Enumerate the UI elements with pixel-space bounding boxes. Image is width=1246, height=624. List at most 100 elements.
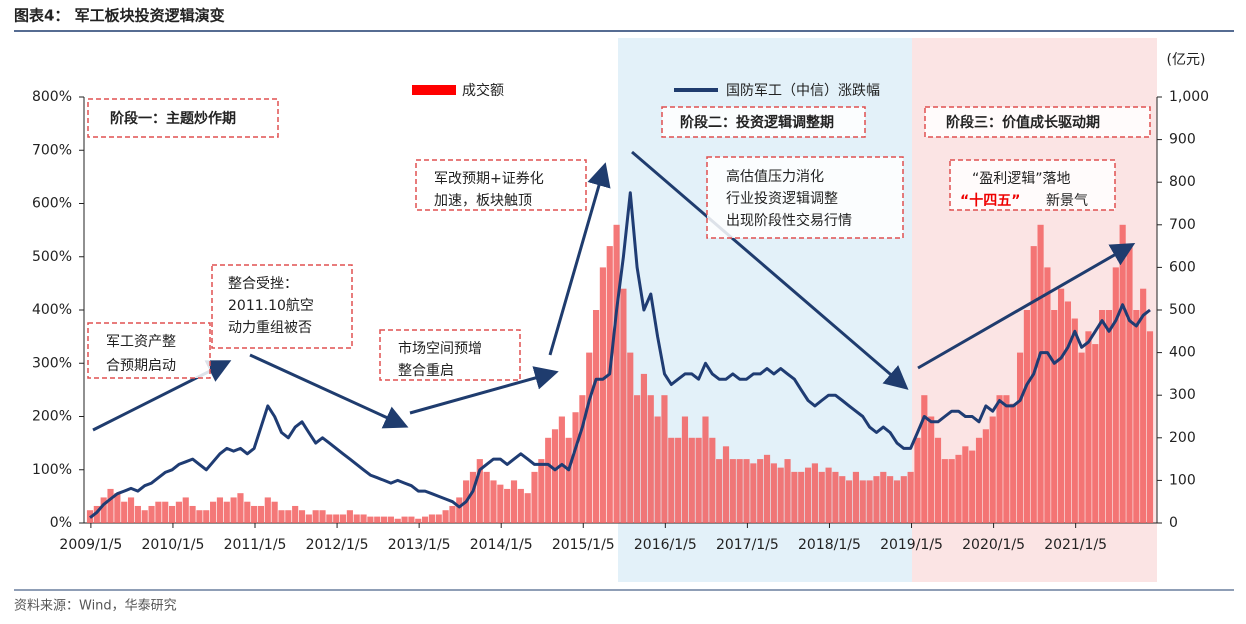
bar xyxy=(456,497,463,523)
y-tick-label: 300% xyxy=(32,355,72,371)
bar xyxy=(422,516,429,523)
annotation: 行业投资逻辑调整 xyxy=(726,191,838,207)
bar xyxy=(1092,344,1099,523)
bar xyxy=(339,514,347,523)
x-tick-label: 2012/1/5 xyxy=(306,537,369,553)
bar xyxy=(127,497,135,523)
y-tick-label: 200% xyxy=(32,409,72,425)
bar xyxy=(928,416,935,523)
bar xyxy=(175,501,182,523)
x-tick-label: 2013/1/5 xyxy=(388,537,451,553)
annotation: “盈利逻辑”落地 xyxy=(972,171,1071,187)
bar xyxy=(1078,352,1085,523)
bar xyxy=(162,501,169,523)
bar xyxy=(743,459,750,523)
y2-tick-label: 0 xyxy=(1169,515,1178,531)
bar xyxy=(1037,224,1044,524)
bar xyxy=(196,510,203,523)
bar xyxy=(716,459,723,523)
chart-title: 图表4： 军工板块投资逻辑演变 xyxy=(14,7,225,25)
bar xyxy=(606,246,613,523)
bar xyxy=(1064,301,1072,523)
annotation: 阶段一：主题炒作期 xyxy=(110,110,236,127)
bar xyxy=(592,310,600,523)
bar xyxy=(757,459,764,523)
bar xyxy=(141,510,148,523)
annotation-box xyxy=(87,322,211,379)
bar xyxy=(435,514,442,523)
bar xyxy=(155,501,162,523)
y-tick-label: 100% xyxy=(32,462,72,478)
bar xyxy=(1058,288,1065,523)
bar xyxy=(634,395,641,523)
bar xyxy=(264,497,271,523)
annotation-highlight: “十四五” xyxy=(960,192,1020,209)
bar xyxy=(401,516,408,523)
bar xyxy=(818,471,825,523)
bar xyxy=(223,501,230,523)
bar xyxy=(148,505,155,523)
bar xyxy=(387,516,394,523)
bar xyxy=(975,437,983,523)
bar xyxy=(394,518,401,523)
bar xyxy=(887,476,894,523)
bar xyxy=(640,373,648,523)
bar xyxy=(278,510,285,523)
bar xyxy=(469,471,477,523)
bar xyxy=(189,505,196,523)
bar xyxy=(1105,310,1113,523)
bar xyxy=(271,501,278,523)
arrow xyxy=(249,353,409,429)
line xyxy=(89,191,1151,519)
bar xyxy=(134,505,141,523)
bar xyxy=(545,437,552,523)
bar xyxy=(695,437,702,523)
x-tick-label: 2009/1/5 xyxy=(59,537,122,553)
bar xyxy=(244,501,251,523)
bar xyxy=(777,467,784,523)
bar xyxy=(428,514,436,523)
y-tick-label: 600% xyxy=(32,196,72,212)
annotation-box xyxy=(706,156,904,239)
bar xyxy=(798,471,805,523)
y2-tick-label: 800 xyxy=(1169,174,1196,190)
y2-tick-label: 500 xyxy=(1169,302,1196,318)
x-tick-label: 2021/1/5 xyxy=(1044,537,1107,553)
bar xyxy=(647,395,654,523)
arrow xyxy=(917,243,1136,370)
bar xyxy=(121,501,128,523)
annotation-box xyxy=(211,264,353,349)
x-tick-label: 2016/1/5 xyxy=(634,537,697,553)
y2-tick-label: 400 xyxy=(1169,345,1196,361)
y-tick-label: 800% xyxy=(32,89,72,105)
x-tick-label: 2017/1/5 xyxy=(716,537,779,553)
y-tick-label: 500% xyxy=(32,249,72,265)
bar xyxy=(955,454,962,523)
bar xyxy=(483,471,490,523)
bar xyxy=(839,476,846,523)
bar xyxy=(914,437,921,523)
bar xyxy=(866,480,873,523)
bar xyxy=(941,459,948,523)
annotation: 高估值压力消化 xyxy=(726,168,824,185)
bar xyxy=(333,514,340,523)
y2-tick-label: 200 xyxy=(1169,430,1196,446)
legend-swatch xyxy=(412,85,456,95)
bar xyxy=(846,480,853,523)
bar xyxy=(319,510,326,523)
bar xyxy=(1051,310,1058,523)
bar xyxy=(825,467,832,523)
bar xyxy=(565,437,572,523)
bar xyxy=(360,514,367,523)
bar xyxy=(948,459,955,523)
bar xyxy=(415,518,422,523)
bar xyxy=(490,480,497,523)
bar xyxy=(230,497,237,523)
annotation-box xyxy=(661,106,866,138)
x-tick-label: 2011/1/5 xyxy=(224,537,287,553)
annotation: 阶段二：投资逻辑调整期 xyxy=(680,114,834,131)
legend-label: 成交额 xyxy=(462,82,504,99)
bar xyxy=(859,480,866,523)
bar xyxy=(1126,246,1133,523)
